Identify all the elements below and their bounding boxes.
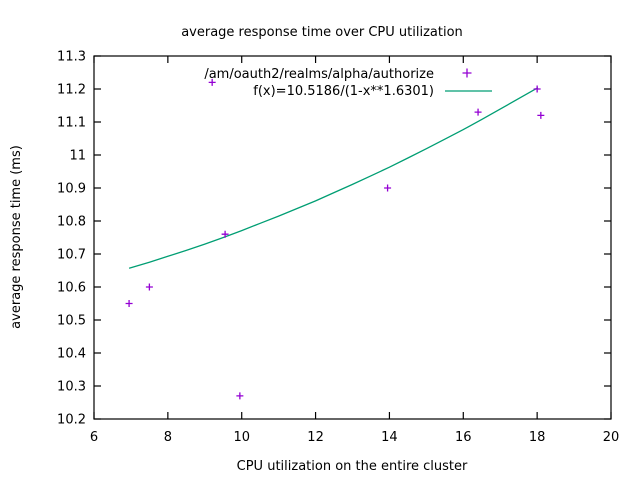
x-tick-label: 14 bbox=[381, 430, 398, 445]
data-point-plus bbox=[221, 230, 229, 238]
x-tick-label: 18 bbox=[529, 430, 546, 445]
data-point-plus bbox=[236, 392, 244, 400]
y-tick-label: 10.9 bbox=[57, 182, 86, 197]
y-tick-label: 10.5 bbox=[57, 314, 86, 329]
legend: /am/oauth2/realms/alpha/authorize f(x)=1… bbox=[204, 67, 492, 99]
y-tick-label: 11 bbox=[69, 149, 86, 164]
x-tick-label: 6 bbox=[90, 430, 98, 445]
x-tick-label: 20 bbox=[603, 430, 620, 445]
y-tick-label: 10.4 bbox=[57, 347, 86, 362]
x-tick-label: 16 bbox=[455, 430, 472, 445]
data-point-plus bbox=[533, 85, 541, 93]
y-tick-label: 10.7 bbox=[57, 248, 86, 263]
y-tick-label: 10.2 bbox=[57, 413, 86, 428]
x-axis-label: CPU utilization on the entire cluster bbox=[237, 459, 468, 474]
data-point-plus bbox=[125, 300, 133, 307]
fit-curve bbox=[128, 87, 539, 269]
y-axis-label: average response time (ms) bbox=[9, 145, 24, 329]
x-tick-label: 10 bbox=[233, 430, 250, 445]
chart-title: average response time over CPU utilizati… bbox=[181, 25, 463, 40]
x-tick-label: 12 bbox=[307, 430, 324, 445]
data-point-plus bbox=[537, 111, 545, 119]
y-tick-label: 10.6 bbox=[57, 281, 86, 296]
data-point-plus bbox=[384, 184, 392, 192]
plot-border bbox=[93, 55, 612, 420]
y-tick-label: 11.3 bbox=[57, 50, 86, 65]
data-point-plus bbox=[474, 108, 482, 116]
plot-area: 6 8 10 12 14 16 18 20 10.2 10.3 10.4 10.5 10.6 10.7 10… bbox=[57, 50, 619, 446]
data-point-plus bbox=[145, 283, 153, 291]
data-point-plus bbox=[208, 78, 216, 86]
y-tick-label: 10.3 bbox=[57, 380, 86, 395]
x-tick-label: 8 bbox=[164, 430, 172, 445]
y-tick-label: 11.1 bbox=[57, 116, 86, 131]
legend-label-fit: f(x)=10.5186/(1-x**1.6301) bbox=[253, 84, 434, 99]
legend-plus-marker-icon bbox=[462, 68, 472, 78]
y-tick-label: 11.2 bbox=[57, 83, 86, 98]
y-tick-label: 10.8 bbox=[57, 215, 86, 230]
legend-label-series: /am/oauth2/realms/alpha/authorize bbox=[204, 67, 434, 82]
